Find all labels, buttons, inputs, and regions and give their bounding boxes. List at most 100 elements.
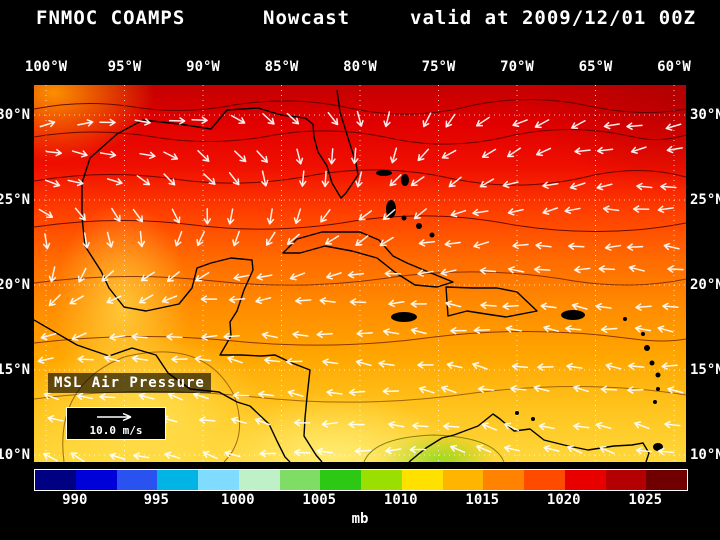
wind-arrow — [600, 325, 618, 333]
wind-arrow — [661, 362, 678, 370]
wind-arrow — [355, 235, 369, 246]
wind-arrow — [203, 173, 216, 185]
wind-arrow — [43, 452, 58, 462]
wind-arrow — [163, 173, 176, 186]
wind-arrow — [598, 265, 616, 273]
wind-arrow — [627, 386, 644, 394]
wind-arrow — [596, 146, 614, 155]
wind-arrow — [449, 444, 466, 454]
wind-arrow — [77, 267, 87, 283]
wind-arrow — [505, 325, 522, 333]
wind-arrow — [200, 295, 218, 303]
wind-arrow — [194, 355, 211, 363]
colorbar-tick-label: 990 — [62, 492, 88, 508]
wind-arrow — [441, 149, 457, 159]
wind-arrow — [99, 393, 116, 401]
wind-arrow — [168, 117, 186, 125]
wind-arrow — [383, 328, 400, 336]
wind-arrow — [626, 122, 643, 130]
wind-arrow — [667, 386, 684, 394]
wind-arrow — [255, 296, 272, 305]
wind-arrow — [316, 330, 333, 339]
wind-arrow — [299, 170, 307, 187]
wind-arrow — [417, 269, 434, 277]
wind-arrow — [665, 123, 682, 131]
wind-arrow — [295, 296, 312, 305]
wind-arrow — [259, 449, 277, 458]
wind-arrow — [223, 332, 240, 341]
map-overlay — [34, 85, 686, 462]
lon-tick-label: 70°W — [500, 59, 534, 75]
wind-arrow — [634, 421, 650, 430]
colorbar-tick-label: 1005 — [302, 492, 337, 508]
wind-arrow — [322, 358, 339, 366]
wind-reference-arrow-icon — [97, 412, 132, 422]
colorbar-tick-label: 1020 — [546, 492, 581, 508]
wind-arrow — [440, 385, 457, 394]
wind-arrow — [196, 231, 205, 247]
wind-arrow — [232, 391, 250, 400]
wind-arrow — [39, 119, 56, 128]
wind-arrow — [266, 208, 275, 225]
wind-arrow — [630, 146, 647, 154]
wind-arrow — [564, 206, 581, 215]
wind-arrow — [604, 243, 622, 251]
wind-vector-layer — [37, 110, 684, 462]
wind-arrow — [227, 355, 243, 364]
wind-reference-label: 10.0 m/s — [89, 424, 143, 437]
wind-arrow — [635, 446, 653, 455]
wind-arrow — [628, 264, 645, 273]
wind-arrow — [202, 450, 218, 460]
wind-arrow — [382, 387, 400, 395]
wind-arrow — [502, 180, 519, 189]
wind-arrow — [512, 241, 529, 250]
wind-arrow — [161, 295, 178, 304]
wind-arrow — [443, 422, 460, 431]
longitude-axis: 100°W 95°W 90°W 85°W 80°W 75°W 70°W 65°W 60°W — [25, 58, 691, 78]
wind-arrow — [263, 356, 281, 365]
wind-arrow — [409, 445, 427, 454]
product-name: Nowcast — [263, 7, 351, 29]
wind-arrow — [167, 392, 184, 401]
wind-arrow — [445, 113, 456, 128]
wind-arrow — [413, 208, 427, 220]
wind-arrow — [325, 235, 340, 245]
colorbar-segment — [157, 470, 198, 490]
wind-arrow — [48, 294, 61, 307]
wind-arrow — [286, 112, 300, 125]
wind-arrow — [480, 301, 497, 310]
wind-arrow — [472, 361, 488, 370]
wind-arrow — [569, 182, 586, 190]
model-name: FNMOC COAMPS — [36, 7, 186, 29]
lon-tick-label: 65°W — [578, 59, 613, 75]
wind-arrow — [450, 209, 467, 218]
wind-arrow — [538, 422, 555, 431]
wind-arrow — [537, 363, 554, 371]
wind-arrow — [355, 171, 363, 188]
wind-arrow — [101, 270, 115, 282]
wind-reference-box: 10.0 m/s — [66, 407, 166, 440]
wind-arrow — [320, 209, 331, 223]
wind-arrow — [479, 178, 495, 188]
wind-arrow — [328, 148, 336, 165]
wind-arrow — [191, 116, 208, 124]
wind-arrow — [542, 207, 559, 215]
lat-tick-label: 25°N — [0, 192, 30, 208]
wind-arrow — [37, 356, 54, 364]
colorbar-segment — [401, 470, 443, 490]
latitude-axis-right: 30°N 25°N 20°N 15°N 10°N — [688, 85, 720, 463]
wind-arrow — [77, 355, 94, 363]
wind-arrow — [388, 421, 405, 429]
wind-arrow — [138, 392, 155, 401]
wind-arrow — [349, 298, 367, 306]
wind-arrow — [663, 242, 680, 251]
wind-arrow — [348, 388, 366, 397]
lat-tick-label: 10°N — [690, 447, 720, 463]
colorbar-segment — [75, 470, 117, 490]
wind-arrow — [440, 268, 457, 277]
wind-arrow — [164, 451, 181, 459]
wind-arrow — [662, 302, 679, 311]
wind-arrow — [412, 422, 429, 430]
wind-arrow — [542, 181, 559, 189]
